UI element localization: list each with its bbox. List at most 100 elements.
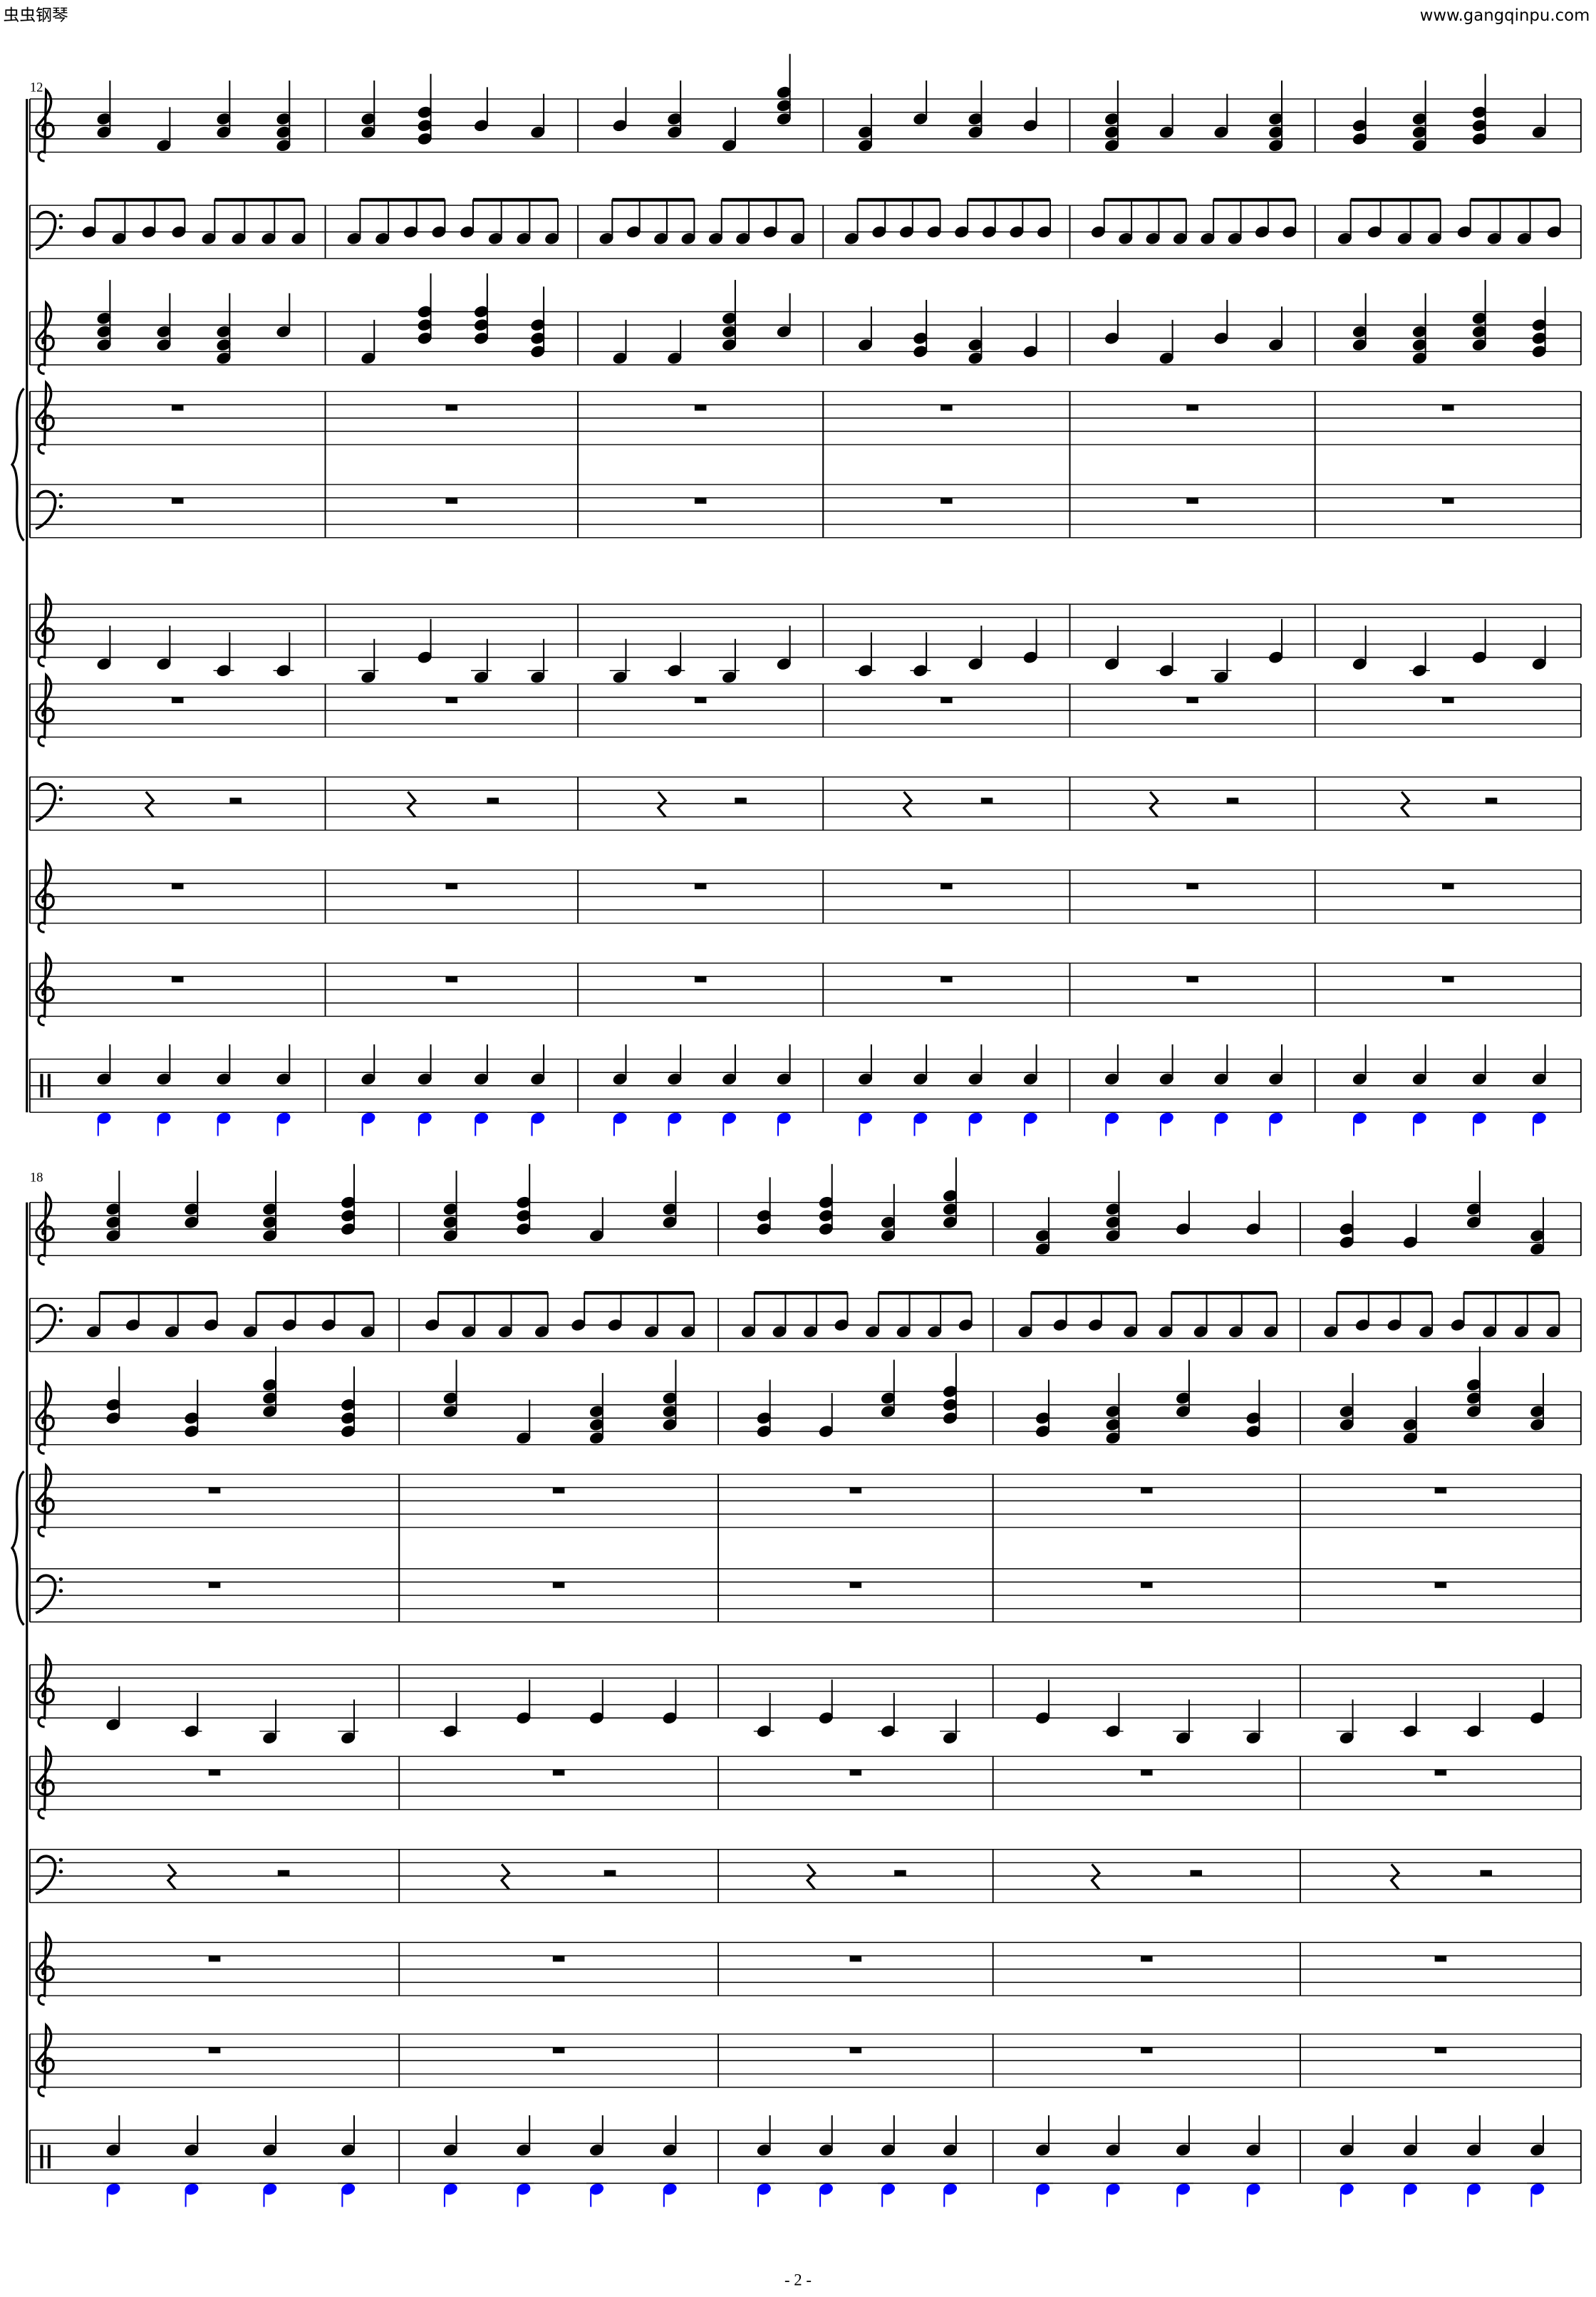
bass-clef: [35, 210, 57, 252]
quarter-rest: [806, 1863, 817, 1890]
quarter-rest: [499, 1863, 511, 1890]
whole-rest: [552, 1956, 565, 1962]
whole-rest: [1141, 1582, 1153, 1588]
whole-rest: [1186, 697, 1198, 703]
percussion-clef: [47, 2145, 51, 2169]
whole-rest: [849, 2047, 862, 2053]
half-rest: [229, 797, 242, 804]
whole-rest: [694, 497, 707, 504]
bass-clef-dot: [58, 225, 63, 229]
whole-rest: [1186, 883, 1198, 890]
whole-rest: [552, 1582, 565, 1588]
whole-rest: [849, 1487, 862, 1494]
whole-rest: [171, 497, 184, 504]
treble-clef: [35, 2022, 55, 2098]
whole-rest: [171, 976, 184, 982]
whole-rest: [1434, 1582, 1447, 1588]
bass-clef-dot: [58, 1589, 63, 1593]
whole-rest: [552, 2047, 565, 2053]
beam: [360, 197, 445, 202]
treble-clef: [35, 592, 55, 668]
beam: [256, 1291, 374, 1295]
whole-rest: [552, 1769, 565, 1776]
quarter-rest: [1149, 791, 1159, 818]
half-rest: [1226, 797, 1239, 804]
beam: [1213, 197, 1296, 202]
whole-rest: [445, 497, 458, 504]
measure-number: 12: [30, 81, 43, 95]
whole-rest: [208, 1956, 221, 1962]
whole-rest: [940, 497, 953, 504]
whole-rest: [849, 1769, 862, 1776]
treble-clef: [35, 1379, 55, 1455]
beam: [584, 1291, 695, 1295]
bass-clef-dot: [58, 785, 63, 789]
beam: [878, 1291, 972, 1295]
whole-rest: [1141, 1487, 1153, 1494]
beam: [612, 197, 695, 202]
quarter-rest: [656, 791, 668, 818]
treble-clef: [35, 1653, 55, 1728]
whole-rest: [694, 405, 707, 411]
quarter-rest: [166, 1863, 177, 1890]
whole-rest: [1434, 2047, 1447, 2053]
beam: [437, 1291, 548, 1295]
whole-rest: [552, 1487, 565, 1494]
page-number: - 2 -: [784, 2271, 812, 2288]
bass-clef: [35, 489, 57, 530]
quarter-rest: [1399, 791, 1411, 818]
bass-clef-dot: [58, 214, 63, 218]
half-rest: [277, 1870, 290, 1877]
whole-rest: [1434, 1769, 1447, 1776]
whole-rest: [694, 976, 707, 982]
beam: [721, 197, 804, 202]
whole-rest: [1186, 497, 1198, 504]
half-rest: [603, 1870, 616, 1877]
site-url: www.gangqinpu.com: [1420, 6, 1590, 25]
percussion-clef: [40, 1074, 43, 1098]
percussion-clef: [47, 1074, 51, 1098]
whole-rest: [694, 697, 707, 703]
beam: [473, 197, 558, 202]
beam: [99, 1291, 217, 1295]
whole-rest: [171, 883, 184, 890]
whole-rest: [1141, 1769, 1153, 1776]
bass-clef-dot: [58, 797, 63, 802]
treble-clef: [35, 1462, 55, 1538]
treble-clef: [35, 1931, 55, 2006]
whole-rest: [940, 405, 953, 411]
beam: [95, 197, 185, 202]
bass-clef-dot: [58, 1870, 63, 1874]
whole-rest: [1434, 1487, 1447, 1494]
whole-rest: [940, 883, 953, 890]
half-rest: [487, 797, 499, 804]
quarter-rest: [406, 791, 418, 818]
treble-clef: [35, 1744, 55, 1820]
whole-rest: [1441, 883, 1454, 890]
beam: [1171, 1291, 1278, 1295]
site-name: 虫虫钢琴: [4, 6, 68, 25]
treble-clef: [35, 380, 55, 455]
whole-rest: [208, 1769, 221, 1776]
whole-rest: [849, 1956, 862, 1962]
half-rest: [1190, 1870, 1203, 1877]
bass-clef-dot: [58, 1857, 63, 1862]
beam: [857, 197, 940, 202]
whole-rest: [1186, 405, 1198, 411]
treble-clef: [35, 858, 55, 933]
whole-rest: [694, 883, 707, 890]
bass-clef-dot: [58, 1318, 63, 1323]
whole-rest: [1441, 497, 1454, 504]
treble-clef: [35, 300, 55, 375]
whole-rest: [445, 405, 458, 411]
percussion-clef: [40, 2145, 43, 2169]
bass-clef: [35, 1304, 57, 1344]
whole-rest: [1434, 1956, 1447, 1962]
whole-rest: [208, 1582, 221, 1588]
beam: [968, 197, 1050, 202]
whole-rest: [1441, 405, 1454, 411]
half-rest: [1480, 1870, 1493, 1877]
beam: [1350, 197, 1441, 202]
whole-rest: [445, 976, 458, 982]
